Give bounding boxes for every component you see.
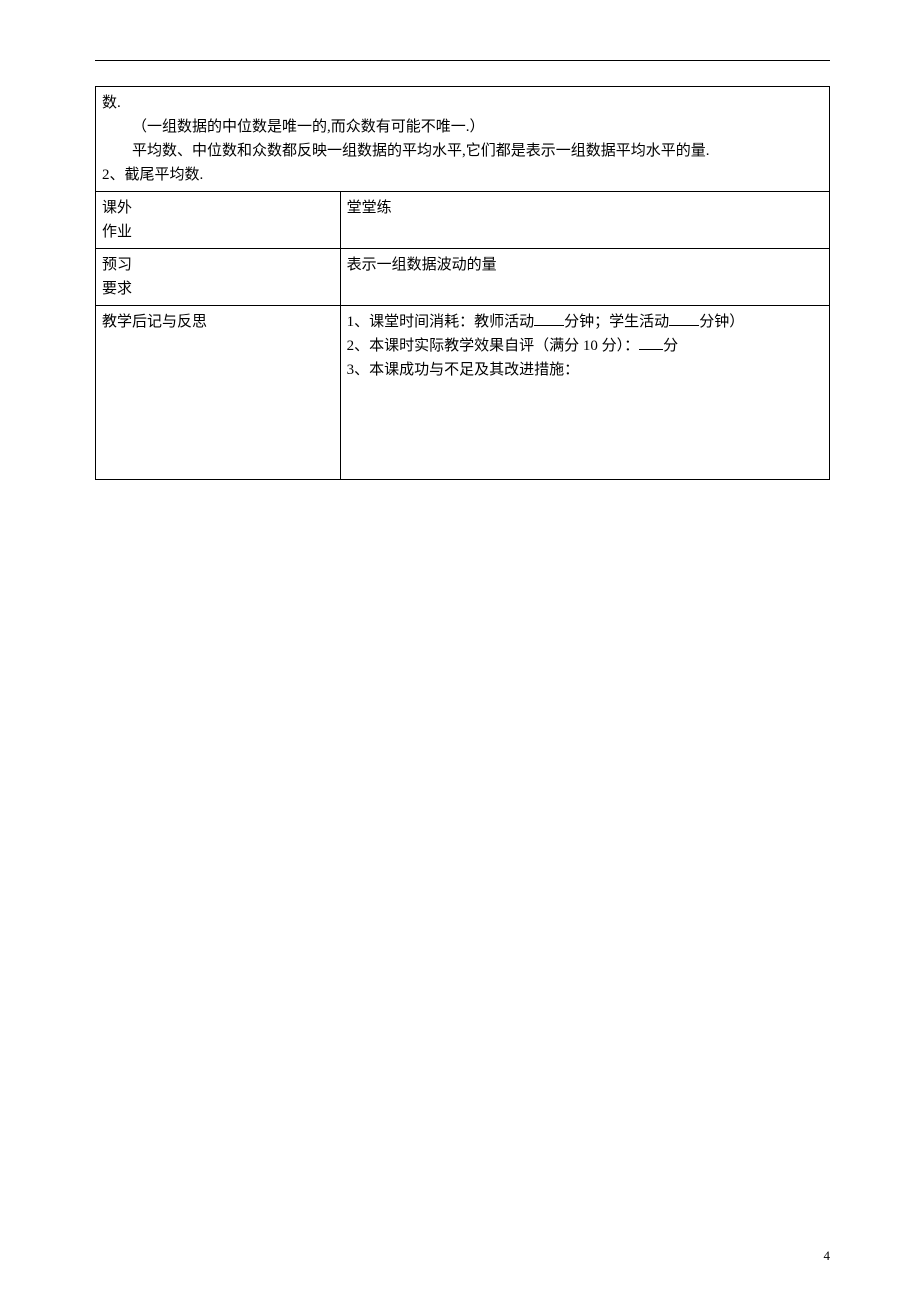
lesson-table: 数. （一组数据的中位数是唯一的,而众数有可能不唯一.） 平均数、中位数和众数都… [95, 86, 830, 480]
line-shu: 数. [102, 91, 823, 115]
content-reflect: 1、课堂时间消耗：教师活动分钟；学生活动分钟） 2、本课时实际教学效果自评（满分… [340, 306, 829, 480]
content-kewai: 堂堂练 [340, 192, 829, 249]
page-number: 4 [824, 1246, 831, 1267]
content-yuxi: 表示一组数据波动的量 [340, 249, 829, 306]
line-mean: 平均数、中位数和众数都反映一组数据的平均水平,它们都是表示一组数据平均水平的量. [102, 139, 823, 163]
top-body-cell: 数. （一组数据的中位数是唯一的,而众数有可能不唯一.） 平均数、中位数和众数都… [96, 87, 830, 192]
line-trimmed: 2、截尾平均数. [102, 163, 823, 187]
line-median: （一组数据的中位数是唯一的,而众数有可能不唯一.） [102, 115, 823, 139]
label-kewai: 课外 作业 [96, 192, 341, 249]
label-yuxi: 预习 要求 [96, 249, 341, 306]
label-reflect: 教学后记与反思 [96, 306, 341, 480]
